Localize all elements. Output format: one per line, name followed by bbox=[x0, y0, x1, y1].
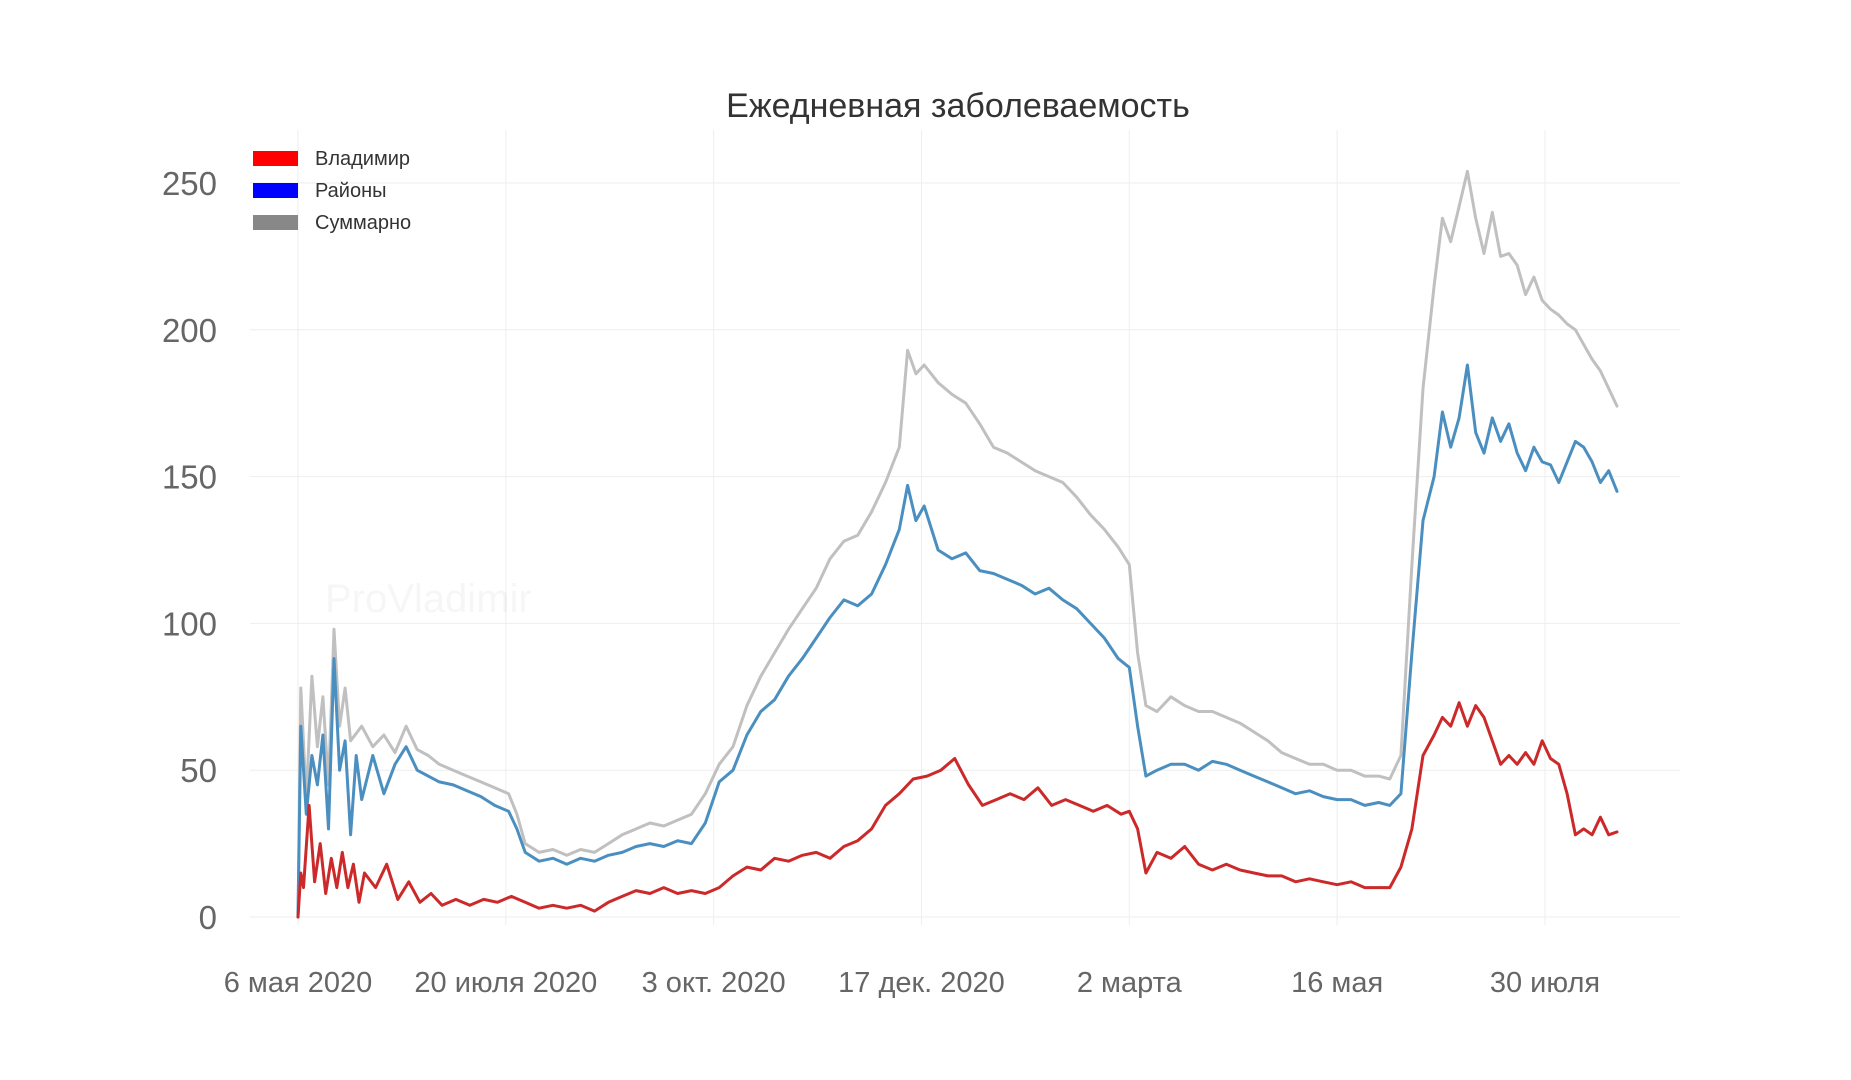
x-axis-ticks: 6 мая 2020 20 июля 2020 3 окт. 2020 17 дек.… bbox=[224, 967, 1600, 999]
legend-label-1: Районы bbox=[315, 180, 387, 202]
legend-label-0: Владимир bbox=[315, 148, 410, 170]
y-axis-ticks: 0 50 100 150 200 250 bbox=[162, 165, 217, 936]
legend-swatch-2 bbox=[253, 215, 298, 230]
x-tick-label-5: 16 мая bbox=[1291, 967, 1383, 999]
series-layer bbox=[296, 169, 1619, 919]
x-tick-label-3: 17 дек. 2020 bbox=[838, 967, 1005, 999]
watermark: ProVladimir bbox=[325, 577, 532, 621]
y-tick-label-4: 200 bbox=[162, 312, 217, 349]
y-tick-label-2: 100 bbox=[162, 605, 217, 642]
y-tick-label-3: 150 bbox=[162, 459, 217, 496]
series-line-vladimir bbox=[296, 701, 1619, 919]
legend-swatch-1 bbox=[253, 183, 298, 198]
legend-label-2: Суммарно bbox=[315, 212, 411, 234]
grid bbox=[250, 130, 1680, 925]
y-tick-label-0: 0 bbox=[199, 899, 217, 936]
series-line-total bbox=[296, 169, 1619, 919]
series-line-districts bbox=[296, 363, 1619, 919]
x-tick-label-0: 6 мая 2020 bbox=[224, 967, 373, 999]
x-tick-label-1: 20 июля 2020 bbox=[414, 967, 597, 999]
legend-swatch-0 bbox=[253, 151, 298, 166]
y-tick-label-5: 250 bbox=[162, 165, 217, 202]
x-tick-label-2: 3 окт. 2020 bbox=[642, 967, 786, 999]
chart-title: Ежедневная заболеваемость bbox=[726, 87, 1190, 125]
x-tick-label-6: 30 июля bbox=[1490, 967, 1600, 999]
y-tick-label-1: 50 bbox=[180, 752, 217, 789]
legend: Владимир Районы Суммарно bbox=[253, 148, 411, 234]
x-tick-label-4: 2 марта bbox=[1077, 967, 1183, 999]
